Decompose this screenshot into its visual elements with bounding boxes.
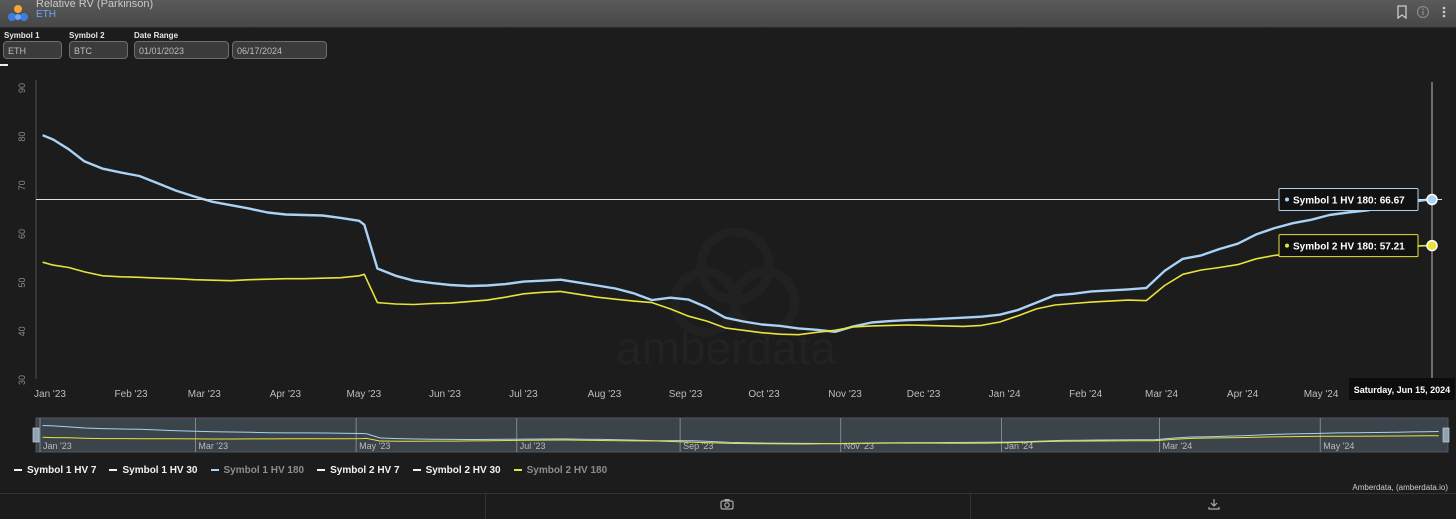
y-tick-label: 80 xyxy=(17,132,27,142)
tooltip-marker xyxy=(1285,243,1289,248)
legend-label: Symbol 1 HV 180 xyxy=(223,465,305,476)
x-tick-label: Jan '24 xyxy=(989,389,1021,400)
volatility-chart[interactable]: amberdata 30 40 50 60 70 80 90 Jan '23 Feb '23 M… xyxy=(0,66,1456,464)
tooltip-marker xyxy=(1285,197,1289,202)
navigator-tick-label: Sep '23 xyxy=(683,441,713,451)
date-range-label: Date Range xyxy=(134,31,179,40)
legend-label: Symbol 2 HV 180 xyxy=(526,465,608,476)
range-navigator[interactable]: Jan '23 Mar '23 May '23 Jul '23 Sep '23 Nov '… xyxy=(32,417,1450,453)
chart-credits[interactable]: Amberdata, (amberdata.io) xyxy=(1352,483,1448,492)
navigator-tick-label: Nov '23 xyxy=(844,441,874,451)
navigator-selection xyxy=(35,417,1449,453)
x-tick-label: Jul '23 xyxy=(509,389,538,400)
symbol2-label: Symbol 2 xyxy=(69,31,105,40)
legend-swatch xyxy=(317,469,326,472)
series-line xyxy=(42,244,1429,336)
x-tick-label: Feb '23 xyxy=(115,389,148,400)
y-tick-label: 30 xyxy=(17,375,27,385)
hover-point xyxy=(1426,239,1438,252)
legend-item[interactable]: Symbol 1 HV 30 xyxy=(109,465,198,476)
navigator-tick-label: Jul '23 xyxy=(520,441,546,451)
tooltip-box xyxy=(1278,234,1419,258)
crosshair: Symbol 1 HV 180: 66.67 Symbol 2 HV 180: 5… xyxy=(36,82,1455,400)
navigator-series-line xyxy=(42,425,1439,445)
bookmark-icon[interactable] xyxy=(1394,5,1410,21)
chart-legend: Symbol 1 HV 7 Symbol 1 HV 30 Symbol 1 HV 1… xyxy=(14,465,620,479)
navigator-tick-label: Jan '24 xyxy=(1004,441,1033,451)
tooltip-box xyxy=(1278,188,1419,212)
x-tick-label: May '23 xyxy=(346,389,381,400)
navigator-tick-label: May '23 xyxy=(359,441,390,451)
y-tick-label: 60 xyxy=(17,229,27,239)
x-tick-label: Apr '23 xyxy=(270,389,302,400)
navigator-tick-label: Mar '23 xyxy=(198,441,228,451)
toolbar-divider xyxy=(970,494,971,519)
navigator-tick-label: Jan '23 xyxy=(43,441,72,451)
chart-background xyxy=(0,66,1456,464)
y-tick-label: 70 xyxy=(17,180,27,190)
navigator-left-handle xyxy=(32,427,40,443)
navigator-series-line xyxy=(42,435,1439,445)
app-subtitle: ETH xyxy=(36,9,56,20)
legend-item[interactable]: Symbol 1 HV 7 xyxy=(14,465,96,476)
hover-point xyxy=(1426,193,1438,206)
legend-swatch xyxy=(109,469,118,472)
crosshair-date-label: Saturday, Jun 15, 2024 xyxy=(1354,385,1450,395)
legend-swatch xyxy=(14,469,22,472)
y-axis-ticks: 30 40 50 60 70 80 90 xyxy=(17,83,27,385)
camera-icon[interactable] xyxy=(718,497,736,515)
title-bar: Relative RV (Parkinson) ETH xyxy=(0,0,1456,28)
more-vertical-icon[interactable] xyxy=(1436,5,1452,21)
x-tick-label: Sep '23 xyxy=(669,389,703,400)
x-tick-label: Feb '24 xyxy=(1069,389,1102,400)
x-tick-label: Dec '23 xyxy=(907,389,941,400)
series-line xyxy=(42,134,1429,333)
navigator-tick-label: May '24 xyxy=(1323,441,1354,451)
watermark-text: amberdata xyxy=(616,322,836,374)
amberdata-logo-icon xyxy=(8,5,28,21)
legend-label: Symbol 1 HV 30 xyxy=(122,465,198,476)
x-tick-label: Apr '24 xyxy=(1227,389,1259,400)
legend-item[interactable]: Symbol 2 HV 180 xyxy=(513,465,608,476)
navigator-tick-label: Mar '24 xyxy=(1163,441,1193,451)
bottom-toolbar xyxy=(0,493,1456,519)
x-tick-label: Oct '23 xyxy=(748,389,780,400)
x-tick-label: Nov '23 xyxy=(828,389,862,400)
x-axis-ticks: Jan '23 Feb '23 Mar '23 Apr '23 May '23 Jun '… xyxy=(34,389,1339,400)
symbol2-input[interactable]: BTC xyxy=(69,41,128,59)
filter-bar: Symbol 1 ETH Symbol 2 BTC Date Range 01/… xyxy=(0,28,1456,66)
x-tick-label: Jan '23 xyxy=(34,389,66,400)
x-tick-label: May '24 xyxy=(1304,389,1339,400)
chart-watermark: amberdata xyxy=(616,227,836,374)
legend-item[interactable]: Symbol 2 HV 7 xyxy=(317,465,400,476)
legend-swatch xyxy=(412,469,421,472)
legend-label: Symbol 2 HV 30 xyxy=(425,465,501,476)
y-tick-label: 40 xyxy=(17,326,27,336)
symbol1-label: Symbol 1 xyxy=(4,31,40,40)
x-tick-label: Mar '23 xyxy=(188,389,221,400)
info-icon[interactable] xyxy=(1415,5,1431,21)
legend-item[interactable]: Symbol 2 HV 30 xyxy=(412,465,501,476)
legend-label: Symbol 2 HV 7 xyxy=(330,465,400,476)
symbol1-input[interactable]: ETH xyxy=(3,41,62,59)
legend-label: Symbol 1 HV 7 xyxy=(27,465,97,476)
x-tick-label: Mar '24 xyxy=(1145,389,1178,400)
toolbar-divider xyxy=(485,494,486,519)
app-title: Relative RV (Parkinson) xyxy=(36,0,154,10)
start-date-input[interactable]: 01/01/2023 xyxy=(134,41,229,59)
series-lines xyxy=(42,134,1429,336)
navigator-right-handle xyxy=(1442,427,1450,443)
legend-swatch xyxy=(513,469,522,472)
date-label-box xyxy=(1349,378,1455,400)
x-tick-label: Jun '23 xyxy=(429,389,461,400)
download-icon[interactable] xyxy=(1205,497,1223,515)
end-date-input[interactable]: 06/17/2024 xyxy=(232,41,327,59)
legend-swatch xyxy=(210,469,219,472)
legend-item[interactable]: Symbol 1 HV 180 xyxy=(210,465,305,476)
tooltip-text: Symbol 1 HV 180: 66.67 xyxy=(1293,196,1405,207)
tooltip-text: Symbol 2 HV 180: 57.21 xyxy=(1293,242,1405,253)
y-tick-label: 90 xyxy=(17,83,27,93)
x-tick-label: Aug '23 xyxy=(588,389,622,400)
y-tick-label: 50 xyxy=(17,278,27,288)
